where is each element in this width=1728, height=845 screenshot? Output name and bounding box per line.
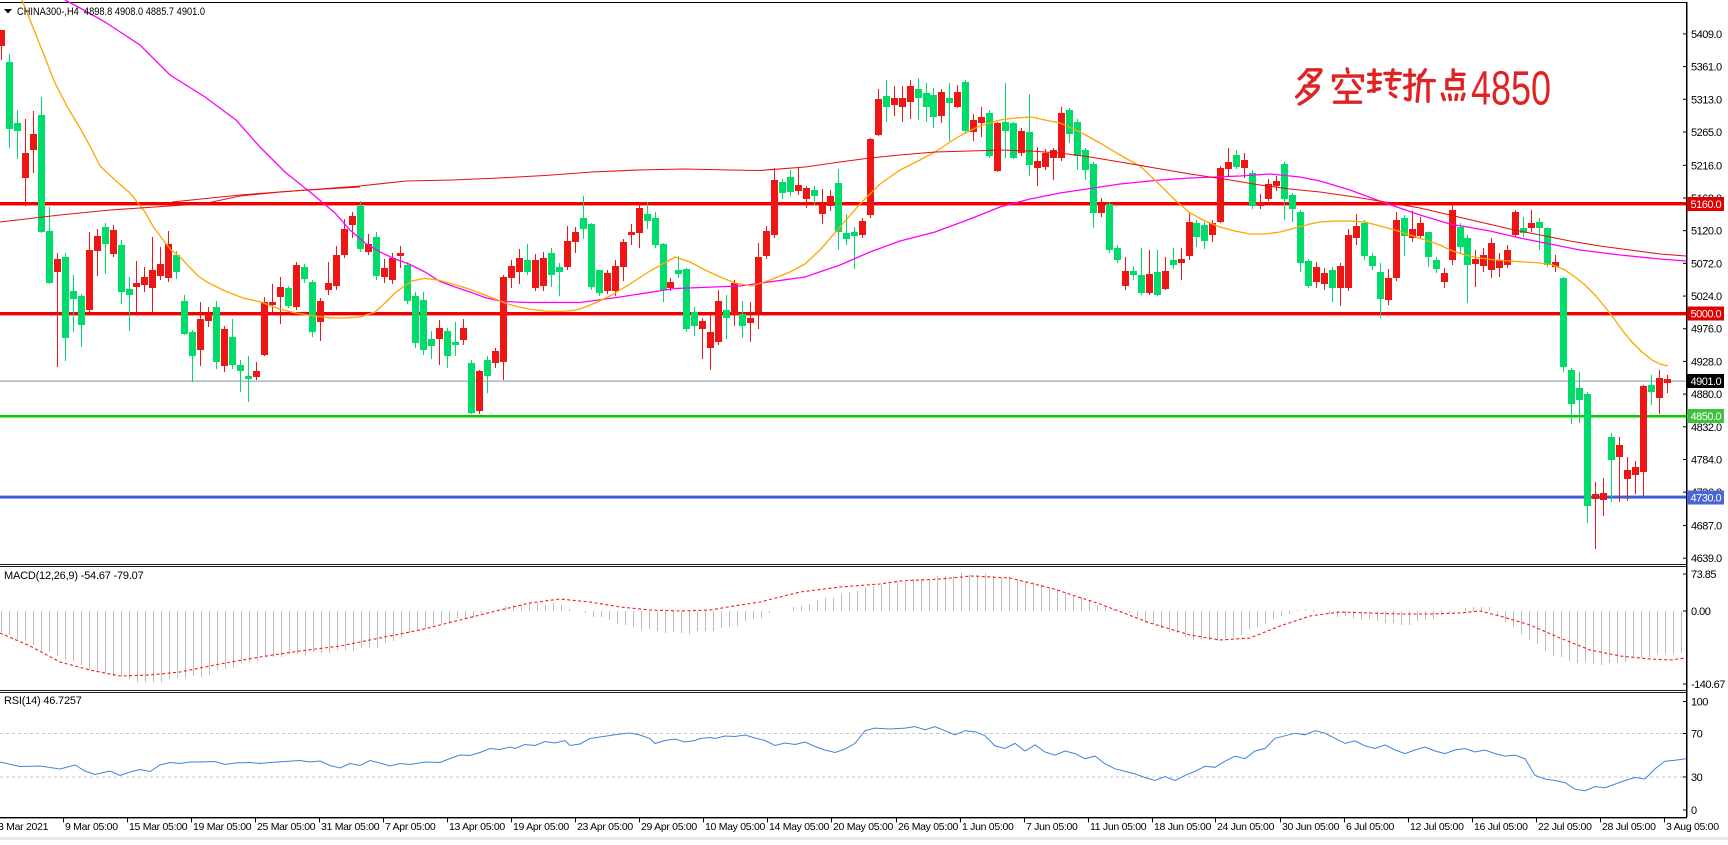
- svg-text:5120.0: 5120.0: [1691, 226, 1722, 238]
- svg-text:5265.0: 5265.0: [1691, 127, 1722, 139]
- svg-text:9 Mar 05:00: 9 Mar 05:00: [65, 821, 118, 833]
- svg-text:1 Jun 05:00: 1 Jun 05:00: [962, 821, 1014, 833]
- svg-text:18 Jun 05:00: 18 Jun 05:00: [1154, 821, 1212, 833]
- svg-text:26 May 05:00: 26 May 05:00: [898, 821, 958, 833]
- svg-text:16 Jul 05:00: 16 Jul 05:00: [1474, 821, 1528, 833]
- svg-text:14 May 05:00: 14 May 05:00: [769, 821, 829, 833]
- svg-text:15 Mar 05:00: 15 Mar 05:00: [129, 821, 188, 833]
- svg-text:5072.0: 5072.0: [1691, 258, 1722, 270]
- svg-text:12 Jul 05:00: 12 Jul 05:00: [1410, 821, 1464, 833]
- svg-text:3 Mar 2021: 3 Mar 2021: [0, 821, 49, 833]
- svg-text:4687.0: 4687.0: [1691, 521, 1722, 533]
- svg-text:4880.0: 4880.0: [1691, 389, 1722, 401]
- svg-text:6 Jul 05:00: 6 Jul 05:00: [1346, 821, 1395, 833]
- svg-text:4976.0: 4976.0: [1691, 324, 1722, 336]
- svg-text:10 May 05:00: 10 May 05:00: [705, 821, 765, 833]
- svg-text:4928.0: 4928.0: [1691, 356, 1722, 368]
- svg-text:4730.0: 4730.0: [1691, 493, 1722, 505]
- svg-text:20 May 05:00: 20 May 05:00: [833, 821, 893, 833]
- svg-text:0: 0: [1691, 805, 1697, 817]
- svg-text:28 Jul 05:00: 28 Jul 05:00: [1602, 821, 1656, 833]
- svg-text:5000.0: 5000.0: [1691, 309, 1722, 321]
- svg-text:5313.0: 5313.0: [1691, 94, 1722, 106]
- svg-text:4850: 4850: [1471, 63, 1551, 116]
- svg-text:30 Jun 05:00: 30 Jun 05:00: [1282, 821, 1340, 833]
- svg-text:5160.0: 5160.0: [1691, 199, 1722, 211]
- svg-text:5361.0: 5361.0: [1691, 62, 1722, 74]
- svg-text:13 Apr 05:00: 13 Apr 05:00: [449, 821, 505, 833]
- svg-text:7 Apr 05:00: 7 Apr 05:00: [385, 821, 436, 833]
- svg-text:4832.0: 4832.0: [1691, 422, 1722, 434]
- svg-text:70: 70: [1691, 729, 1703, 741]
- svg-text:7 Jun 05:00: 7 Jun 05:00: [1026, 821, 1078, 833]
- svg-text:RSI(14) 46.7257: RSI(14) 46.7257: [4, 695, 82, 707]
- svg-text:CHINA300-,H4 4898.8 4908.0 48: CHINA300-,H4 4898.8 4908.0 4885.7 4901.0: [17, 6, 205, 18]
- svg-text:31 Mar 05:00: 31 Mar 05:00: [321, 821, 380, 833]
- svg-text:100: 100: [1691, 697, 1708, 709]
- svg-text:19 Mar 05:00: 19 Mar 05:00: [193, 821, 252, 833]
- svg-text:73.85: 73.85: [1691, 569, 1716, 581]
- svg-text:-140.67: -140.67: [1691, 679, 1725, 691]
- svg-text:4639.0: 4639.0: [1691, 553, 1722, 565]
- svg-text:19 Apr 05:00: 19 Apr 05:00: [513, 821, 569, 833]
- svg-text:30: 30: [1691, 772, 1703, 784]
- svg-text:5024.0: 5024.0: [1691, 291, 1722, 303]
- svg-text:4901.0: 4901.0: [1691, 376, 1722, 388]
- svg-text:22 Jul 05:00: 22 Jul 05:00: [1538, 821, 1592, 833]
- svg-text:4850.0: 4850.0: [1691, 411, 1722, 423]
- svg-text:5216.0: 5216.0: [1691, 160, 1722, 172]
- svg-text:3 Aug 05:00: 3 Aug 05:00: [1666, 821, 1719, 833]
- svg-text:29 Apr 05:00: 29 Apr 05:00: [641, 821, 697, 833]
- svg-text:4784.0: 4784.0: [1691, 455, 1722, 467]
- svg-text:0.00: 0.00: [1691, 606, 1711, 618]
- svg-text:24 Jun 05:00: 24 Jun 05:00: [1217, 821, 1275, 833]
- svg-text:MACD(12,26,9) -54.67 -79.07: MACD(12,26,9) -54.67 -79.07: [4, 570, 144, 582]
- svg-text:11 Jun 05:00: 11 Jun 05:00: [1090, 821, 1147, 833]
- svg-text:5409.0: 5409.0: [1691, 29, 1722, 41]
- svg-text:25 Mar 05:00: 25 Mar 05:00: [257, 821, 316, 833]
- svg-text:23 Apr 05:00: 23 Apr 05:00: [577, 821, 633, 833]
